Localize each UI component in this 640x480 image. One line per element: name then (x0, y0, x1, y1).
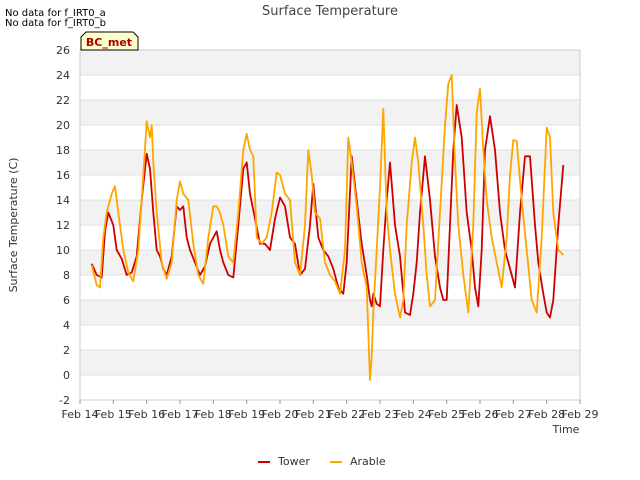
badge: BC_met (80, 31, 139, 51)
grid-band (80, 375, 580, 400)
y-axis-label: Surface Temperature (C) (7, 158, 20, 293)
plot-frame (79, 49, 581, 401)
x-tick-label: Feb 15 (95, 408, 132, 421)
y-tick-label: 12 (56, 219, 70, 232)
grid-band (80, 200, 580, 225)
x-tick-label: Feb 22 (328, 408, 365, 421)
grid-band (80, 325, 580, 350)
grid-band (80, 100, 580, 125)
grid-band (80, 350, 580, 375)
series-line-tower (90, 104, 565, 319)
y-tick-label: 14 (56, 194, 70, 207)
y-tick-label: 10 (56, 244, 70, 257)
y-tick-label: 2 (63, 344, 70, 357)
y-tick-label: 0 (63, 369, 70, 382)
background-bands (80, 49, 580, 401)
chart-title: Surface Temperature (262, 4, 398, 19)
y-tick-label: 4 (63, 319, 70, 332)
y-tick-label: 22 (56, 94, 70, 107)
x-tick-label: Feb 16 (128, 408, 165, 421)
x-tick-label: Feb 20 (262, 408, 299, 421)
grid-band (80, 150, 580, 175)
x-tick-label: Feb 14 (62, 408, 99, 421)
x-axis-label: Time (552, 423, 580, 436)
x-tick-label: Feb 28 (528, 408, 565, 421)
x-tick-label: Feb 26 (462, 408, 499, 421)
x-tick-label: Feb 19 (228, 408, 265, 421)
x-tick-label: Feb 18 (195, 408, 232, 421)
y-tick-label: 24 (56, 69, 70, 82)
x-tick-label: Feb 21 (295, 408, 332, 421)
badge-label: BC_met (86, 36, 132, 49)
x-tick-label: Feb 27 (495, 408, 532, 421)
legend-label-tower: Tower (277, 455, 310, 468)
x-tick-label: Feb 23 (362, 408, 399, 421)
x-tick-label: Feb 29 (562, 408, 599, 421)
x-tick-label: Feb 25 (428, 408, 465, 421)
x-tick-label: Feb 17 (162, 408, 199, 421)
y-tick-label: 20 (56, 119, 70, 132)
y-tick-label: 16 (56, 169, 70, 182)
grid-band (80, 125, 580, 150)
grid-band (80, 50, 580, 75)
grid-band (80, 225, 580, 250)
series-line-arable (90, 74, 564, 381)
y-tick-label: 18 (56, 144, 70, 157)
grid-band (80, 75, 580, 100)
grid-band (80, 300, 580, 325)
legend-label-arable: Arable (350, 455, 386, 468)
series-lines (90, 74, 565, 381)
no-data-note-b: No data for f_IRT0_b (5, 18, 106, 29)
y-tick-label: 6 (63, 294, 70, 307)
grid-band (80, 275, 580, 300)
y-tick-label: 26 (56, 44, 70, 57)
legend: Tower Arable (258, 455, 386, 468)
x-tick-label: Feb 24 (395, 408, 432, 421)
y-tick-label: -2 (59, 394, 70, 407)
badge-shape (80, 31, 139, 51)
no-data-note-a: No data for f_IRT0_a (5, 8, 106, 19)
y-tick-label: 8 (63, 269, 70, 282)
